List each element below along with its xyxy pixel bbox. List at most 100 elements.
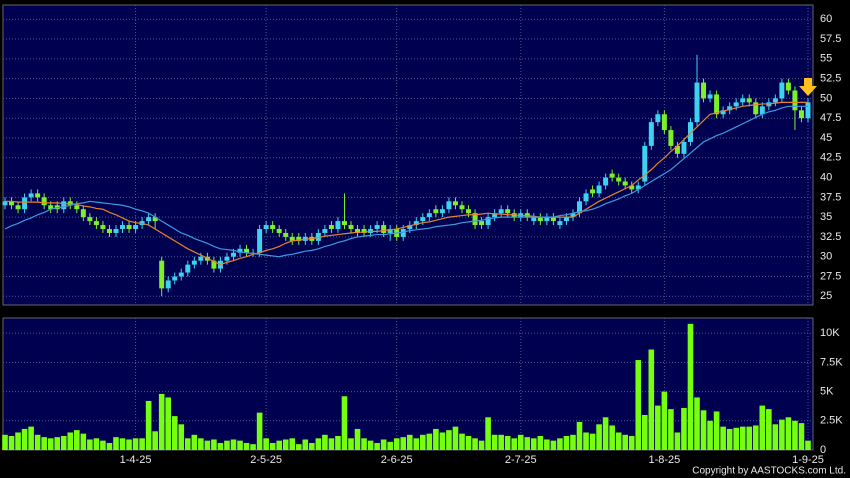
- candle-body: [100, 225, 106, 230]
- volume-bar: [47, 438, 54, 450]
- volume-bar: [60, 435, 67, 450]
- volume-bar: [250, 444, 256, 450]
- volume-bar: [67, 432, 74, 450]
- candle-body: [191, 260, 197, 265]
- candle-body: [583, 193, 589, 202]
- volume-bar: [269, 442, 276, 450]
- moving-average-line: [4, 105, 808, 258]
- volume-bar: [655, 405, 661, 450]
- volume-bar: [41, 437, 47, 450]
- volume-bar: [54, 437, 61, 450]
- volume-bar: [609, 425, 615, 450]
- candle-body: [603, 177, 609, 186]
- volume-bar: [406, 434, 413, 450]
- volume-bar: [472, 438, 478, 450]
- volume-bar: [380, 439, 387, 450]
- volume-bar: [211, 439, 217, 450]
- candle-body: [753, 102, 759, 115]
- candle-body: [577, 201, 583, 214]
- volume-bar: [531, 438, 537, 450]
- volume-bar: [204, 440, 211, 450]
- candle-body: [41, 197, 47, 206]
- volume-bar: [15, 432, 21, 450]
- y-tick-label: 42.5: [820, 152, 841, 164]
- y-tick-label: 25: [820, 290, 832, 302]
- candle-body: [798, 110, 804, 119]
- candle-body: [785, 82, 791, 91]
- candle-body: [707, 94, 713, 99]
- volume-bar: [341, 396, 348, 450]
- candle-body: [616, 177, 622, 182]
- candle-body: [413, 221, 419, 226]
- candle-body: [48, 205, 54, 210]
- candle-body: [172, 276, 178, 281]
- volume-bar: [374, 442, 380, 450]
- candle-body: [361, 229, 367, 233]
- candle-body: [452, 201, 458, 206]
- volume-bar: [785, 417, 792, 450]
- candle-body: [28, 193, 34, 198]
- candle-body: [642, 145, 648, 182]
- candle-body: [328, 225, 334, 230]
- candle-body: [165, 280, 171, 289]
- volume-bar: [779, 419, 785, 450]
- candle-body: [557, 221, 563, 226]
- candle-body: [133, 225, 139, 230]
- candle-body: [22, 197, 28, 210]
- volume-bar: [478, 440, 485, 450]
- volume-bar: [302, 439, 309, 450]
- candle-body: [648, 122, 654, 146]
- last-price-arrow: [799, 78, 817, 96]
- candle-body: [714, 94, 720, 115]
- candle-body: [198, 256, 204, 261]
- volume-bar: [178, 424, 185, 450]
- volume-bar: [224, 440, 230, 450]
- candle-body: [15, 205, 21, 210]
- volume-bar: [733, 427, 739, 450]
- x-tick-label: 2-7-25: [505, 454, 537, 466]
- volume-bar: [498, 434, 504, 450]
- volume-bar: [328, 438, 335, 450]
- candle-body: [590, 189, 596, 194]
- candle-body: [224, 256, 230, 261]
- volume-bar: [491, 434, 498, 450]
- candle-body: [74, 205, 80, 210]
- candle-body: [570, 213, 576, 218]
- volume-bar: [335, 435, 341, 450]
- candle-body: [426, 213, 432, 218]
- volume-bar: [570, 434, 576, 450]
- volume-bar: [171, 416, 178, 450]
- candle-body: [159, 260, 165, 289]
- volume-bar: [439, 432, 446, 450]
- volume-bar: [289, 438, 296, 450]
- candle-body: [792, 90, 798, 111]
- copyright: Copyright by AASTOCKS.com Ltd.: [692, 466, 846, 477]
- candle-body: [479, 221, 485, 226]
- candle-body: [746, 98, 752, 103]
- candle-body: [727, 106, 733, 111]
- y-tick-label: 27.5: [820, 270, 841, 282]
- volume-bar: [635, 360, 642, 450]
- volume-bar: [295, 444, 302, 450]
- candle-body: [289, 236, 295, 241]
- y-tick-label: 57.5: [820, 33, 841, 45]
- volume-bar: [282, 439, 289, 450]
- volume-bar: [589, 433, 596, 450]
- volume-bar: [759, 405, 766, 450]
- candle-body: [740, 98, 746, 103]
- candle-body: [433, 209, 439, 214]
- candle-body: [687, 122, 693, 142]
- volume-bar: [400, 437, 407, 450]
- candle-body: [387, 229, 393, 233]
- y-tick-label: 60: [820, 13, 832, 25]
- volume-bar: [126, 439, 132, 450]
- candle-body: [283, 232, 289, 237]
- volume-bar: [139, 438, 145, 450]
- candle-body: [531, 217, 537, 222]
- candle-body: [674, 145, 680, 154]
- volume-bar: [524, 437, 531, 450]
- candle-body: [296, 236, 302, 241]
- volume-bar: [517, 434, 524, 450]
- volume-bar: [256, 412, 263, 450]
- candle-body: [61, 201, 67, 210]
